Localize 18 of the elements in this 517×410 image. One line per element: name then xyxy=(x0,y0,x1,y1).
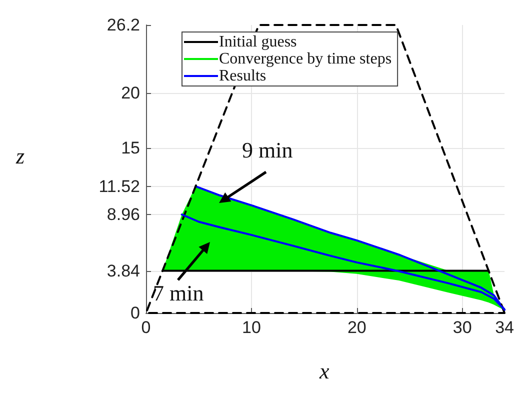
x-axis-title: x xyxy=(318,358,330,384)
y-tick-label: 11.52 xyxy=(98,176,140,196)
legend-label: Initial guess xyxy=(219,34,297,50)
annotation: 9 min xyxy=(242,138,293,162)
annotation: 7 min xyxy=(153,280,204,306)
x-tick-label: 30 xyxy=(452,318,472,337)
y-tick-label: 0 xyxy=(130,304,140,322)
x-tick-label: 10 xyxy=(242,318,261,337)
x-tick-label: 20 xyxy=(347,318,366,337)
y-tick-label: 20 xyxy=(121,84,140,103)
y-tick-label: 8.96 xyxy=(106,205,140,224)
x-tick-label: 34 xyxy=(495,318,514,337)
y-tick-label: 15 xyxy=(121,138,140,158)
y-tick-label: 26.2 xyxy=(106,16,140,34)
legend-label: Results xyxy=(219,68,266,84)
y-axis-title: z xyxy=(15,144,25,168)
legend-label: Convergence by time steps xyxy=(219,50,392,68)
y-tick-label: 3.84 xyxy=(106,261,140,280)
